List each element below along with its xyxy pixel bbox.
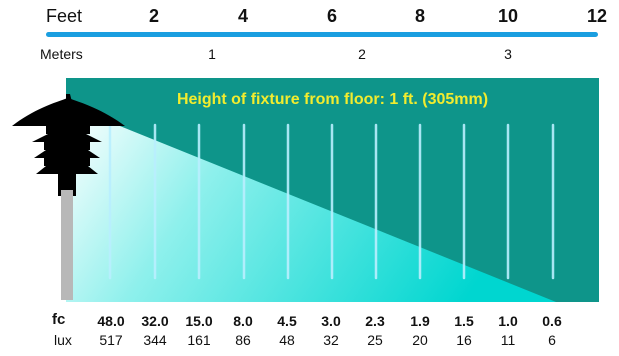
lux-value: 48 (279, 332, 295, 348)
fc-value: 1.9 (410, 313, 430, 329)
feet-tick-10: 10 (497, 6, 519, 26)
distance-gridlines (108, 123, 555, 280)
fixture-pole (61, 190, 73, 300)
lux-row-label: lux (54, 332, 72, 348)
scale-bar (46, 32, 598, 37)
feet-tick-8: 8 (414, 6, 426, 26)
lux-value: 32 (323, 332, 339, 348)
feet-scale-label: Feet (46, 6, 83, 26)
fc-value: 2.3 (365, 313, 385, 329)
lux-value: 161 (187, 332, 211, 348)
bollard-light-icon (12, 94, 125, 196)
lux-value: 344 (143, 332, 167, 348)
feet-tick-6: 6 (326, 6, 338, 26)
fc-value: 0.6 (542, 313, 562, 329)
feet-tick-2: 2 (148, 6, 160, 26)
lux-value: 16 (456, 332, 472, 348)
fc-value: 8.0 (233, 313, 253, 329)
lux-value: 517 (99, 332, 123, 348)
feet-tick-12: 12 (586, 6, 608, 26)
panel-title: Height of fixture from floor: 1 ft. (305… (176, 91, 489, 108)
lux-value: 20 (412, 332, 428, 348)
light-distribution-panel: Height of fixture from floor: 1 ft. (305… (66, 78, 599, 302)
feet-tick-4: 4 (237, 6, 249, 26)
fc-value: 4.5 (277, 313, 297, 329)
meter-tick-1: 1 (208, 46, 216, 62)
fc-row-label: fc (52, 311, 66, 328)
light-beam-graphic (66, 116, 556, 302)
fc-value: 15.0 (185, 313, 213, 329)
lux-value: 25 (367, 332, 383, 348)
lux-value: 11 (500, 332, 516, 348)
fc-value: 3.0 (321, 313, 341, 329)
lux-value: 86 (235, 332, 251, 348)
meter-tick-2: 2 (358, 46, 366, 62)
light-beam (66, 116, 556, 302)
meters-scale-label: Meters (40, 46, 83, 62)
meter-tick-3: 3 (504, 46, 512, 62)
fc-value: 48.0 (97, 313, 125, 329)
lux-value: 6 (548, 332, 556, 348)
fc-value: 1.0 (498, 313, 518, 329)
fc-value: 32.0 (141, 313, 169, 329)
fc-value: 1.5 (454, 313, 474, 329)
